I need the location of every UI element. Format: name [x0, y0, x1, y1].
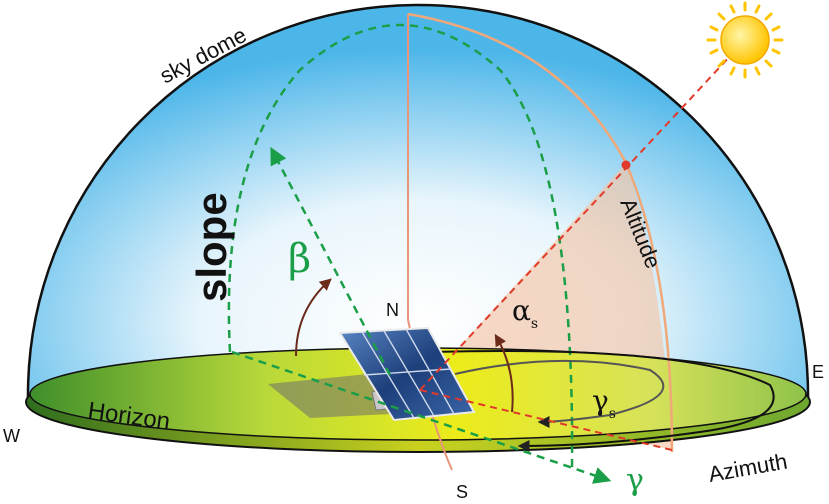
south-label: S: [456, 482, 468, 502]
alpha-angle-arrow: [494, 333, 514, 413]
slope-arc: [227, 23, 574, 471]
sun-icon: [706, 1, 784, 79]
slope-label: slope: [188, 192, 235, 302]
east-label: E: [812, 362, 824, 382]
gamma-label: γ: [626, 463, 644, 498]
solar-panel: [338, 326, 476, 422]
panel-normal-arrow: [270, 146, 392, 376]
alpha-subscript: s: [531, 316, 538, 332]
panel-azimuth-arrow: [231, 350, 612, 484]
azimuth-path: [429, 349, 775, 452]
beta-label: β: [288, 236, 311, 282]
north-label: N: [386, 300, 399, 320]
alpha-s-label: αs: [512, 294, 538, 332]
azimuth-spiral: [454, 359, 665, 428]
sun-ray: [419, 39, 746, 391]
beta-angle-arrow: [295, 278, 332, 357]
gamma-s-symbol: γ: [592, 384, 609, 417]
gamma-s-label: γs: [592, 384, 616, 422]
azimuth-label: Azimuth: [707, 449, 790, 487]
west-label: W: [3, 426, 20, 446]
gamma-s-subscript: s: [609, 406, 616, 422]
sun-ray-dome-point: [621, 160, 631, 170]
alpha-symbol: α: [512, 294, 531, 327]
